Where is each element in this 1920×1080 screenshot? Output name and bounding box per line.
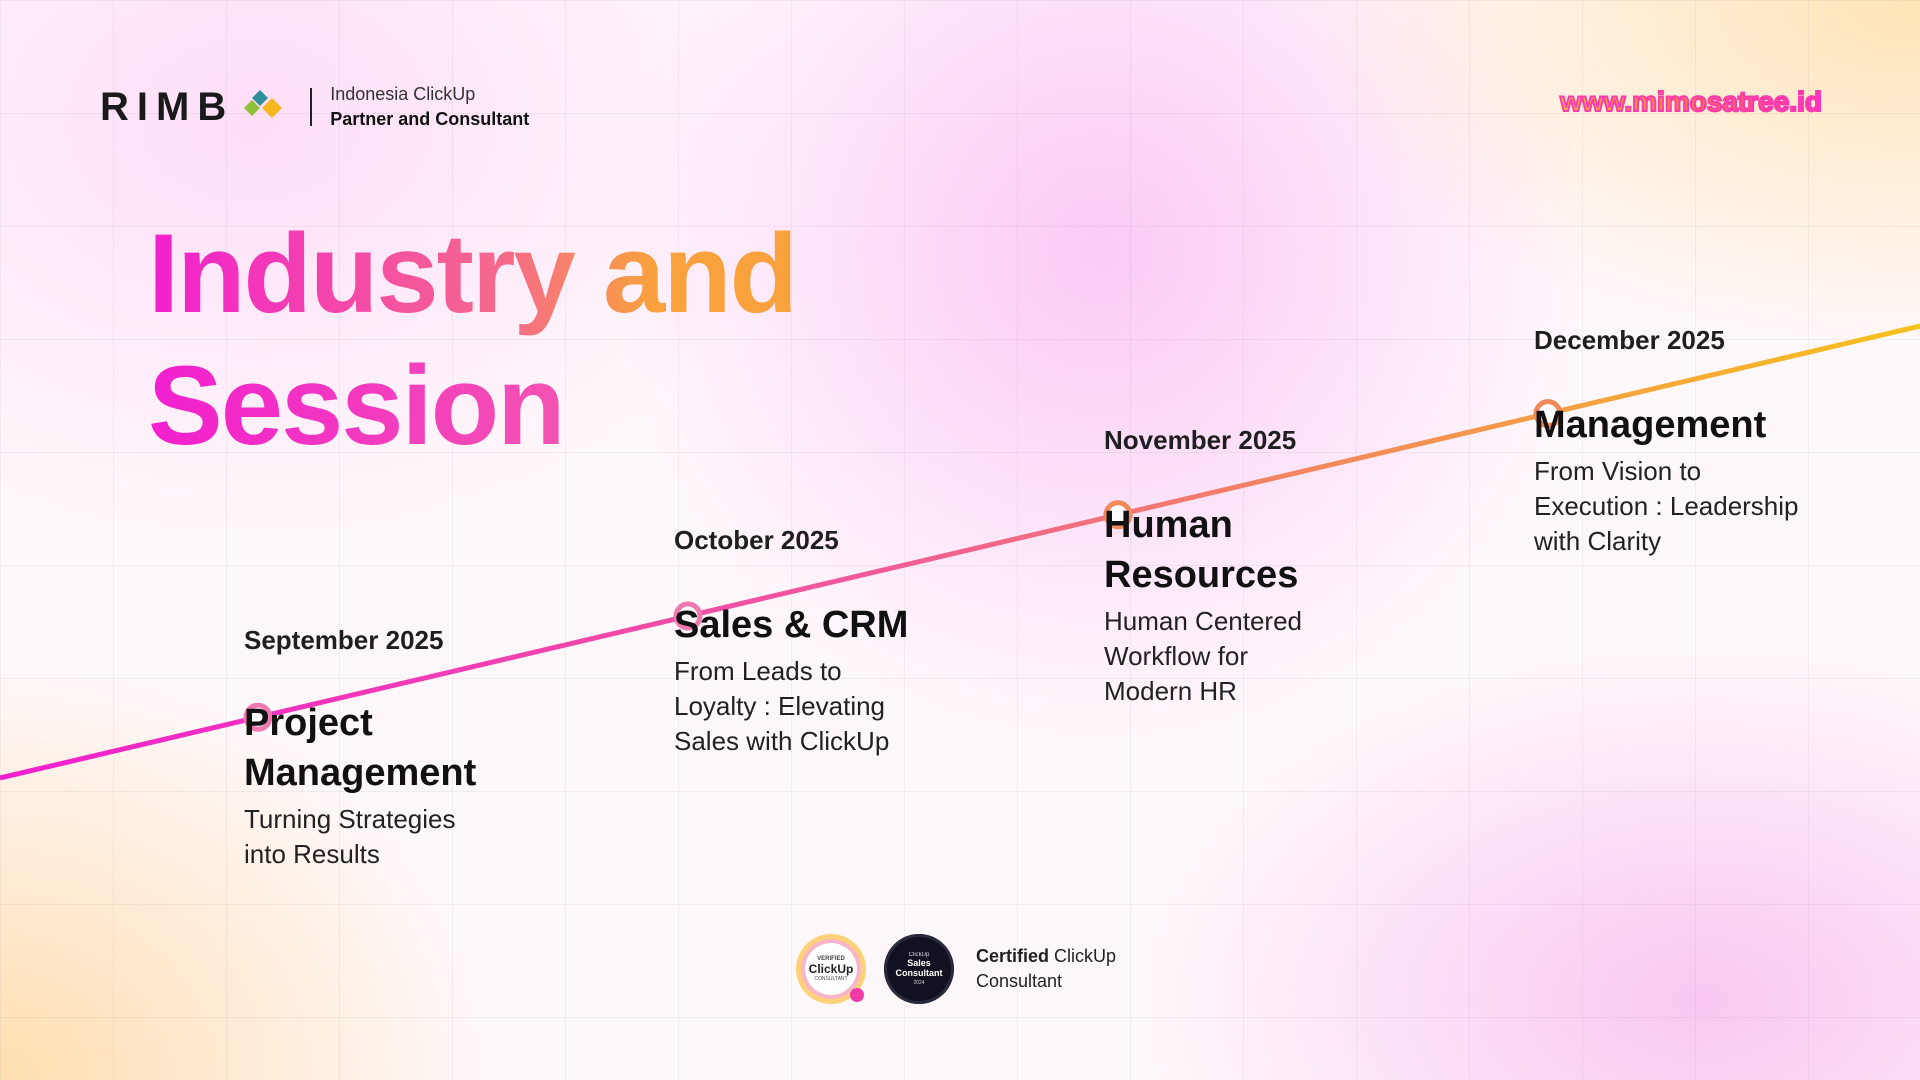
- event-description-line: Sales with ClickUp: [674, 726, 890, 756]
- timeline-event-september: September 2025 Project Management Turnin…: [244, 625, 604, 872]
- badge-bottom-text: CONSULTANT: [814, 976, 848, 982]
- company-logo: RIMB Indonesia ClickUp Partner and Consu…: [100, 82, 529, 132]
- timeline-event-december: December 2025 Management From Vision to …: [1534, 325, 1894, 559]
- timeline-event-november: November 2025 Human Resources Human Cent…: [1104, 425, 1464, 709]
- timeline-event-october: October 2025 Sales & CRM From Leads to L…: [674, 525, 1034, 759]
- badge-bottom-text: 2024: [913, 980, 925, 986]
- cert-line-2: Consultant: [976, 971, 1063, 991]
- badge-main-text: Sales Consultant: [895, 958, 943, 978]
- event-title: Human Resources: [1104, 500, 1464, 600]
- event-title-line: Resources: [1104, 554, 1299, 596]
- website-link[interactable]: www.mimosatree.id: [1559, 85, 1823, 118]
- logo-wordmark: RIMB: [100, 84, 235, 129]
- event-description-line: Turning Strategies: [244, 804, 456, 834]
- event-title-line: Sales & CRM: [674, 604, 909, 646]
- badge-top-text: VERIFIED: [817, 956, 845, 962]
- timeline-node-marker: [1103, 500, 1133, 530]
- timeline-node-marker: [243, 702, 273, 732]
- tagline-line-2: Partner and Consultant: [330, 109, 530, 129]
- event-description-line: From Leads to: [674, 656, 842, 686]
- event-title-line: Management: [244, 752, 477, 794]
- title-line-2: Session: [148, 340, 796, 472]
- event-title: Management: [1534, 400, 1894, 450]
- logo-tagline: Indonesia ClickUp Partner and Consultant: [330, 82, 529, 132]
- event-description-line: Loyalty : Elevating: [674, 691, 886, 721]
- diamond-logo-icon: [244, 90, 283, 118]
- badge-top-text: ClickUp: [908, 952, 930, 958]
- event-date: November 2025: [1104, 425, 1297, 455]
- event-description-line: Workflow for: [1104, 641, 1248, 671]
- certification-badges: VERIFIED ClickUp CONSULTANT ClickUp Sale…: [796, 934, 1116, 1004]
- page-title: Industry and Session: [148, 208, 796, 472]
- event-title-line: Human: [1104, 504, 1233, 546]
- event-date: December 2025: [1534, 325, 1725, 355]
- event-date: September 2025: [244, 625, 444, 655]
- event-description-line: into Results: [244, 839, 380, 869]
- timeline-node-marker: [1533, 399, 1563, 429]
- badge-pin-icon: [850, 988, 864, 1002]
- event-title: Project Management: [244, 698, 604, 798]
- verified-clickup-badge: VERIFIED ClickUp CONSULTANT: [796, 934, 866, 1004]
- event-date: October 2025: [674, 525, 839, 555]
- badge-main-text: ClickUp: [808, 962, 854, 976]
- event-description-line: with Clarity: [1534, 526, 1662, 556]
- event-description-line: Execution : Leadership: [1534, 491, 1799, 521]
- event-title: Sales & CRM: [674, 600, 1034, 650]
- event-description: From Vision to Execution : Leadership wi…: [1534, 454, 1894, 559]
- cert-rest-text: ClickUp: [1054, 946, 1117, 966]
- event-description-line: Human Centered: [1104, 606, 1302, 636]
- event-description: Turning Strategies into Results: [244, 802, 604, 872]
- tagline-line-1: Indonesia ClickUp: [330, 84, 476, 104]
- timeline-node-marker: [673, 601, 703, 631]
- logo-divider: [310, 88, 313, 126]
- event-description: From Leads to Loyalty : Elevating Sales …: [674, 654, 1034, 759]
- event-description-line: From Vision to: [1534, 456, 1702, 486]
- sales-consultant-badge: ClickUp Sales Consultant 2024: [884, 934, 954, 1004]
- event-description-line: Modern HR: [1104, 676, 1237, 706]
- cert-bold-text: Certified: [976, 946, 1050, 966]
- certified-consultant-text: Certified ClickUp Consultant: [976, 944, 1116, 994]
- event-title-line: Project: [244, 702, 373, 744]
- event-description: Human Centered Workflow for Modern HR: [1104, 604, 1464, 709]
- event-title-line: Management: [1534, 404, 1767, 446]
